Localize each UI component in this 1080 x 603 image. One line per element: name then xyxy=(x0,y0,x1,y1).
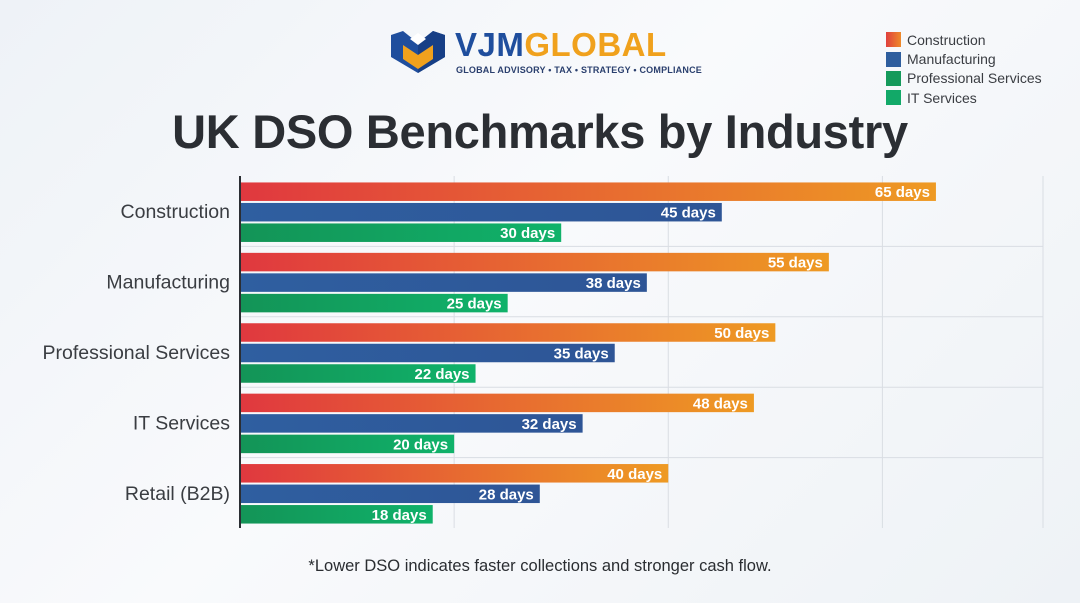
bar xyxy=(240,202,722,222)
legend-item: Construction xyxy=(886,30,1042,49)
bar-data-label: 35 days xyxy=(554,346,609,363)
bar xyxy=(240,414,583,433)
bar xyxy=(240,434,455,454)
legend-swatch xyxy=(886,90,901,106)
bar-data-label: 50 days xyxy=(714,325,769,342)
logo-mark-icon xyxy=(391,31,445,73)
bar xyxy=(240,223,562,242)
legend-label: IT Services xyxy=(907,89,977,106)
bar-data-label: 32 days xyxy=(522,416,577,433)
bar-data-label: 45 days xyxy=(661,205,716,222)
bar-data-label: 55 days xyxy=(768,255,823,272)
legend-item: Manufacturing xyxy=(886,49,1042,68)
legend-item: IT Services xyxy=(886,88,1042,107)
legend-swatch xyxy=(886,32,901,48)
category-tick-label: Professional Services xyxy=(43,342,231,364)
bar xyxy=(240,293,508,313)
chart-title: UK DSO Benchmarks by Industry xyxy=(172,105,908,158)
legend-swatch xyxy=(886,51,901,67)
bar xyxy=(240,393,754,413)
category-tick-label: IT Services xyxy=(133,412,230,434)
bar xyxy=(240,273,647,292)
legend-label: Construction xyxy=(907,31,986,48)
legend-item: Professional Services xyxy=(886,69,1042,88)
logo-tagline: GLOBAL ADVISORY • TAX • STRATEGY • COMPL… xyxy=(456,65,702,75)
bar-data-label: 22 days xyxy=(414,366,469,383)
bar xyxy=(240,505,433,524)
bar xyxy=(240,252,829,272)
bar-data-label: 18 days xyxy=(372,507,427,524)
category-tick-label: Retail (B2B) xyxy=(125,483,230,505)
bar-data-label: 65 days xyxy=(875,184,930,201)
vjm-global-logo: VJMGLOBAL GLOBAL ADVISORY • TAX • STRATE… xyxy=(389,27,702,77)
bar xyxy=(240,323,776,342)
bar xyxy=(240,364,476,383)
legend-label: Manufacturing xyxy=(907,51,996,68)
bar-data-label: 28 days xyxy=(479,486,534,503)
bar-data-label: 40 days xyxy=(607,466,662,483)
logo-brand-part1: VJM xyxy=(455,26,525,63)
category-tick-label: Manufacturing xyxy=(106,272,230,294)
bar-data-label: 25 days xyxy=(447,296,502,313)
bar xyxy=(240,343,615,363)
logo-wordmark: VJMGLOBAL xyxy=(455,27,667,63)
bar-data-label: 38 days xyxy=(586,275,641,292)
logo-brand-part2: GLOBAL xyxy=(524,26,667,63)
bar-data-label: 20 days xyxy=(393,436,448,453)
footnote: *Lower DSO indicates faster collections … xyxy=(308,557,772,575)
bar xyxy=(240,464,669,483)
bar-data-label: 30 days xyxy=(500,225,555,242)
chart-legend: Construction Manufacturing Professional Se… xyxy=(886,30,1042,108)
category-tick-label: Construction xyxy=(121,201,230,223)
legend-label: Professional Services xyxy=(907,70,1042,87)
bar xyxy=(240,182,936,201)
legend-swatch xyxy=(886,70,901,86)
bar xyxy=(240,484,540,504)
bar-data-label: 48 days xyxy=(693,395,748,412)
